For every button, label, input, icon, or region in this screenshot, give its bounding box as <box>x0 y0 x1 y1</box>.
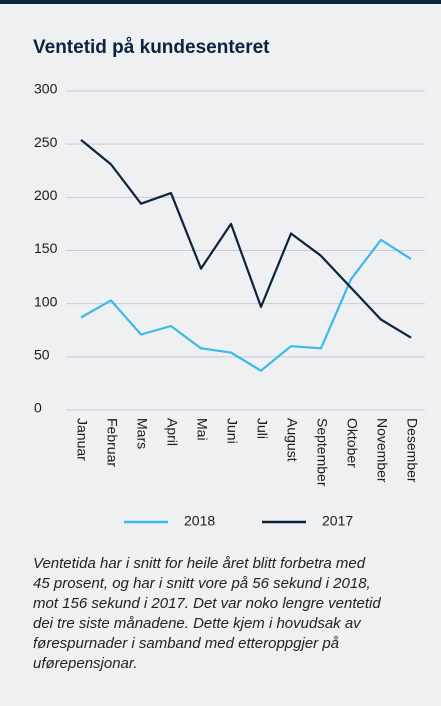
x-tick-label: Mai <box>194 418 210 441</box>
y-tick-label: 100 <box>34 293 58 309</box>
y-tick-label: 0 <box>34 400 42 416</box>
top-border <box>0 0 441 4</box>
x-tick-label: Juli <box>254 418 270 439</box>
x-tick-label: Desember <box>404 418 420 483</box>
y-tick-label: 150 <box>34 240 58 256</box>
caption-line: mot 156 sekund i 2017. Det var noko leng… <box>33 595 381 612</box>
legend-label: 2017 <box>322 513 353 529</box>
caption-line: 45 prosent, og har i snitt vore på 56 se… <box>33 575 371 592</box>
y-tick-label: 50 <box>34 347 50 363</box>
x-tick-label: November <box>374 418 390 483</box>
legend-label: 2018 <box>184 513 215 529</box>
x-tick-label: April <box>164 418 180 446</box>
caption-line: dei tre siste månadene. Dette kjem i hov… <box>33 615 362 632</box>
x-tick-label: September <box>314 418 330 487</box>
y-tick-label: 300 <box>34 81 58 97</box>
x-tick-label: Juni <box>224 418 240 444</box>
chart-title: Ventetid på kundesenteret <box>33 37 270 58</box>
x-tick-label: August <box>284 418 300 462</box>
x-tick-label: Oktober <box>344 418 360 468</box>
caption-line: uførepensjonar. <box>33 655 138 672</box>
caption-line: førespurnader i samband med etteroppgjer… <box>33 635 339 652</box>
caption-line: Ventetida har i snitt for heile året bli… <box>33 555 366 572</box>
x-tick-label: Mars <box>134 418 150 449</box>
y-tick-label: 250 <box>34 134 58 150</box>
x-tick-label: Januar <box>74 418 90 461</box>
y-tick-label: 200 <box>34 187 58 203</box>
series-line <box>80 139 412 339</box>
series-line <box>80 238 412 372</box>
x-tick-label: Februar <box>104 418 120 467</box>
